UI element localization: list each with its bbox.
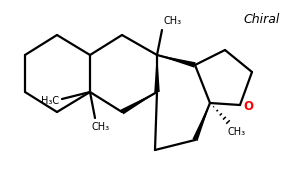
Text: O: O [243, 100, 253, 113]
Text: CH₃: CH₃ [163, 16, 181, 26]
Polygon shape [154, 55, 160, 92]
Polygon shape [121, 92, 157, 114]
Text: CH₃: CH₃ [228, 127, 246, 137]
Polygon shape [193, 103, 210, 141]
Polygon shape [157, 55, 196, 68]
Text: CH₃: CH₃ [91, 122, 109, 132]
Text: H₃C: H₃C [41, 96, 59, 106]
Text: Chiral: Chiral [244, 13, 280, 26]
